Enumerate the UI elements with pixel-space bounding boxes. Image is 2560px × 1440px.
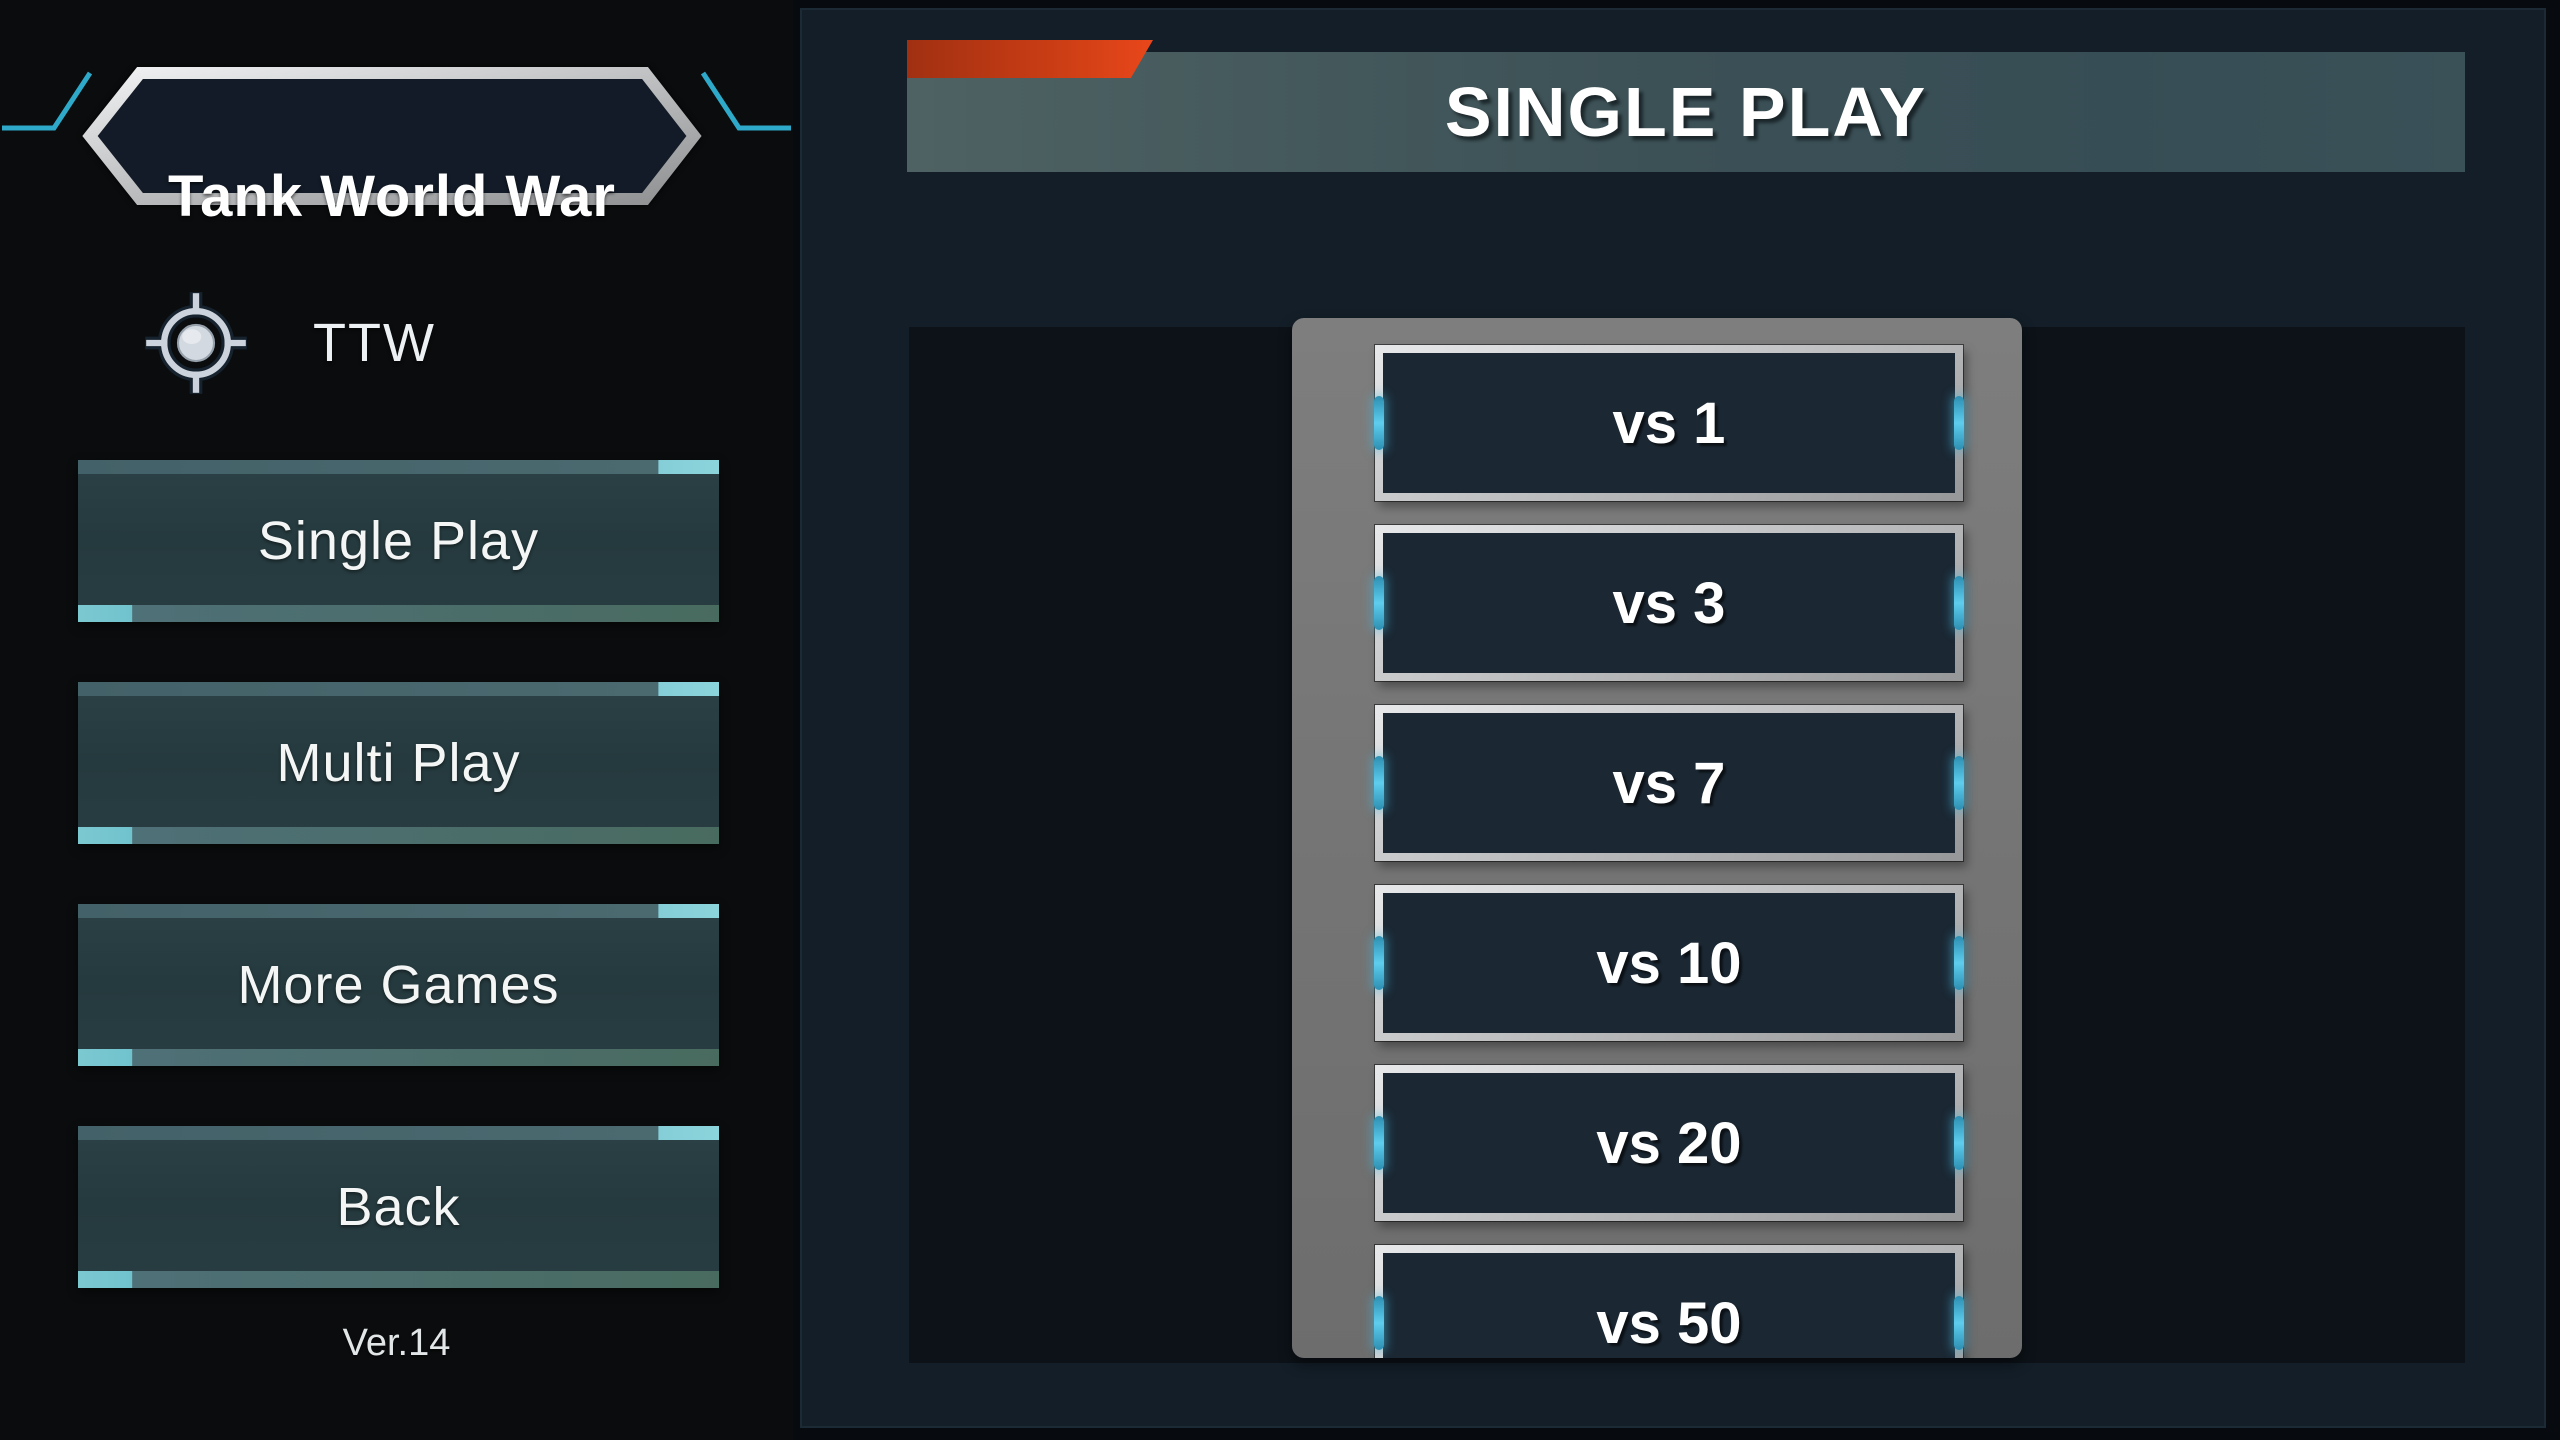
main-area: SINGLE PLAY vs 1 vs 3 vs 7 vs 10 vs 20 [793,0,2560,1440]
logo-badge: Tank World War [0,60,793,229]
level-button-label: vs 10 [1596,930,1742,996]
sidebar-button-back[interactable]: Back [78,1126,719,1288]
game-title: Tank World War [168,163,616,229]
version-label: Ver.14 [342,1322,451,1364]
logo-badge-graphic [2,67,791,205]
level-button-vs-3[interactable]: vs 3 [1375,525,1963,681]
sidebar-button-label: Multi Play [276,733,521,793]
sidebar-button-label: More Games [237,955,560,1015]
logo-accent-line-left [2,71,93,131]
sidebar-button-multi-play[interactable]: Multi Play [78,682,719,844]
level-button-vs-7[interactable]: vs 7 [1375,705,1963,861]
level-button-vs-1[interactable]: vs 1 [1375,345,1963,501]
header-accent-ribbon [907,40,1153,78]
level-button-label: vs 7 [1612,750,1726,816]
content-panel: SINGLE PLAY vs 1 vs 3 vs 7 vs 10 vs 20 [800,8,2546,1428]
sidebar-button-single-play[interactable]: Single Play [78,460,719,622]
logo-accent-line-right [700,71,791,131]
level-button-vs-50[interactable]: vs 50 [1375,1245,1963,1358]
crosshair-icon [145,292,247,394]
level-button-label: vs 1 [1612,390,1726,456]
level-list-panel[interactable]: vs 1 vs 3 vs 7 vs 10 vs 20 vs 50 [1292,318,2022,1358]
sidebar-button-label: Single Play [257,511,540,571]
level-button-vs-20[interactable]: vs 20 [1375,1065,1963,1221]
brand-row: TTW [143,290,436,396]
page-header: SINGLE PLAY [907,52,2465,172]
sidebar-button-label: Back [336,1177,461,1237]
logo-hexagon [82,67,702,205]
level-button-vs-10[interactable]: vs 10 [1375,885,1963,1041]
sidebar: Tank World War [0,0,793,1440]
page-title: SINGLE PLAY [1444,73,1928,151]
sidebar-button-more-games[interactable]: More Games [78,904,719,1066]
brand-label: TTW [313,313,436,373]
level-button-label: vs 50 [1596,1290,1742,1356]
level-button-label: vs 3 [1612,570,1726,636]
level-button-label: vs 20 [1596,1110,1742,1176]
